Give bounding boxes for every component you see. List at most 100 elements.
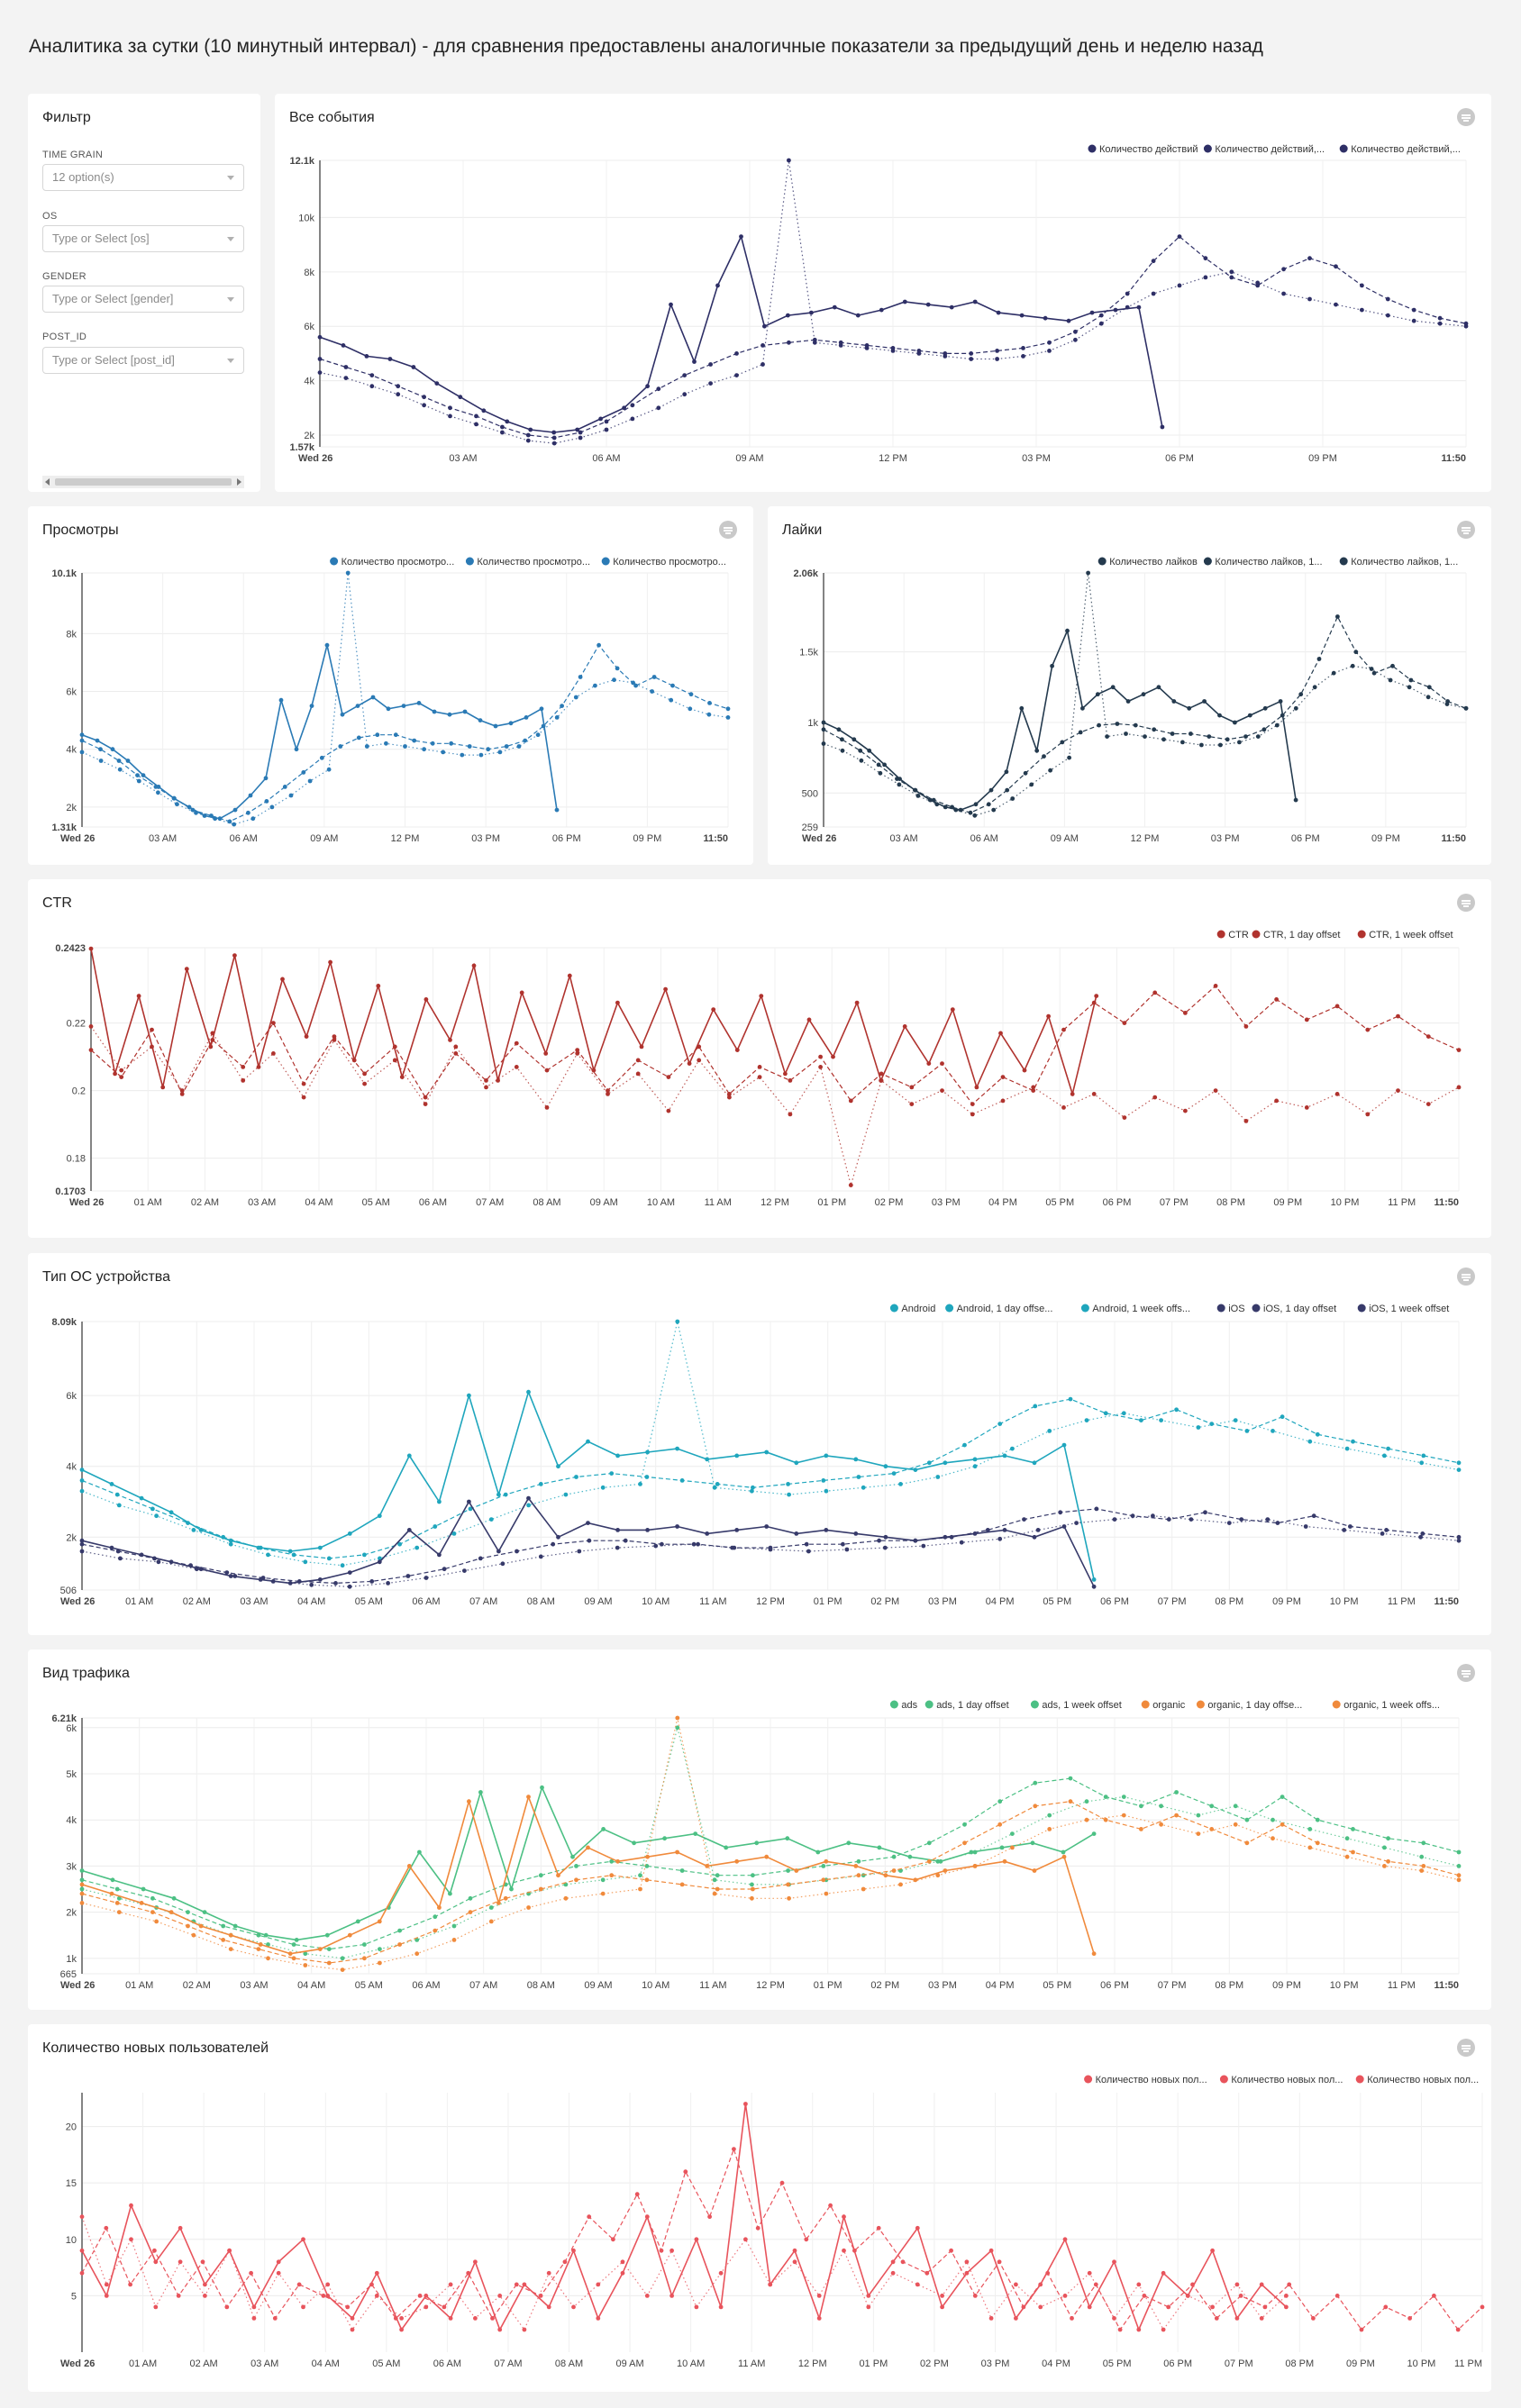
events-data-point — [916, 351, 922, 356]
views-data-point — [539, 706, 544, 712]
events-data-point — [1160, 424, 1165, 430]
ctr-x-tick-label: 12 PM — [760, 1197, 789, 1208]
new_users-data-point — [417, 2294, 423, 2298]
os-legend-marker — [889, 1304, 898, 1313]
os-select[interactable]: Type or Select [os] — [42, 225, 244, 252]
os-data-point — [109, 1482, 114, 1486]
traffic-data-point — [609, 1873, 615, 1878]
new_users-data-point — [399, 2327, 404, 2332]
likes-y-tick-label: 1k — [807, 718, 818, 729]
events-data-point — [1047, 349, 1052, 353]
ctr-data-point — [271, 1051, 276, 1056]
ctr-data-point — [160, 1085, 166, 1090]
views-data-point — [597, 642, 601, 648]
likes-y-tick-label: 259 — [802, 822, 818, 833]
traffic-x-tick-label: 01 PM — [814, 1980, 842, 1991]
os-data-point — [891, 1471, 897, 1476]
ctr-data-point — [697, 1044, 702, 1050]
traffic-data-point — [1386, 1858, 1390, 1864]
scroll-right-icon[interactable] — [237, 478, 241, 486]
traffic-data-point — [186, 1910, 190, 1914]
likes-data-point — [1048, 768, 1052, 773]
traffic-series-1 — [79, 1776, 1462, 1951]
scroll-left-icon[interactable] — [45, 478, 50, 486]
traffic-y-tick-label: 3k — [66, 1861, 77, 1872]
new_users-data-point — [473, 2259, 478, 2265]
views-data-point — [593, 683, 597, 688]
events-data-point — [715, 283, 720, 288]
likes-data-point — [1141, 692, 1146, 697]
ctr-y-tick-label: 0.2 — [72, 1086, 86, 1097]
views-data-point — [375, 732, 380, 738]
traffic-data-point — [488, 1905, 494, 1910]
ctr-menu-icon[interactable] — [1457, 894, 1475, 912]
ctr-data-point — [606, 1092, 610, 1096]
traffic-data-point — [675, 1715, 680, 1721]
traffic-data-point — [1121, 1795, 1126, 1799]
traffic-data-point — [1010, 1831, 1015, 1836]
os-data-point — [118, 1556, 123, 1561]
traffic-data-point — [644, 1877, 650, 1883]
os-data-point — [1035, 1528, 1041, 1532]
ctr-y-tick-label: 0.18 — [67, 1154, 86, 1165]
likes-menu-icon[interactable] — [1457, 521, 1475, 539]
ctr-data-point — [88, 946, 94, 951]
traffic-data-point — [997, 1799, 1003, 1804]
ctr-data-point — [879, 1071, 884, 1077]
ctr-legend-marker — [1357, 930, 1366, 939]
os-x-tick-label: 10 PM — [1330, 1596, 1359, 1607]
ctr-data-point — [328, 959, 332, 965]
filter-horizontal-scrollbar[interactable] — [42, 476, 244, 488]
gender-select[interactable]: Type or Select [gender] — [42, 286, 244, 313]
likes-x-tick-label: Wed 26 — [802, 833, 836, 844]
new_users-x-tick-label: 07 PM — [1225, 2358, 1253, 2369]
traffic-data-point — [79, 1901, 85, 1905]
views-data-point — [246, 810, 250, 815]
likes-data-point — [1293, 797, 1298, 803]
new-users-menu-icon[interactable] — [1457, 2039, 1475, 2057]
traffic-data-point — [751, 1873, 755, 1878]
events-data-point — [1073, 337, 1078, 342]
os-y-tick-label: 8.09k — [51, 1317, 77, 1328]
new_users-data-point — [276, 2259, 281, 2265]
scroll-thumb[interactable] — [55, 478, 232, 486]
events-menu-icon[interactable] — [1457, 108, 1475, 126]
ctr-data-point — [926, 1061, 932, 1066]
new_users-data-point — [596, 2316, 601, 2321]
ctr-data-point — [544, 1105, 550, 1110]
new_users-data-point — [546, 2270, 551, 2276]
traffic-data-point — [79, 1868, 85, 1873]
os-data-point — [1203, 1510, 1207, 1515]
views-menu-icon[interactable] — [719, 521, 737, 539]
events-data-point — [1177, 283, 1182, 288]
events-data-point — [1385, 296, 1390, 302]
ctr-data-point — [1031, 1085, 1036, 1090]
os-data-point — [675, 1446, 679, 1451]
views-data-point — [651, 675, 657, 679]
new_users-data-point — [949, 2248, 953, 2253]
traffic-data-point — [1084, 1817, 1089, 1822]
new-users-chart: 20 15 10 5 Wed 26 01 AM 02 AM 03 AM 04 AM 05 AM 06… — [60, 2075, 1485, 2369]
traffic-menu-icon[interactable] — [1457, 1664, 1475, 1682]
ctr-data-point — [1274, 1098, 1279, 1104]
new_users-data-point — [779, 2180, 785, 2185]
time-grain-select[interactable]: 12 option(s) — [42, 164, 244, 191]
traffic-data-point — [1091, 1831, 1097, 1836]
new_users-data-point — [1062, 2237, 1068, 2242]
new_users-data-point — [301, 2304, 305, 2310]
traffic-data-point — [1280, 1822, 1285, 1827]
likes-data-point — [1369, 667, 1374, 671]
traffic-x-tick-label: 10 PM — [1330, 1980, 1359, 1991]
post-id-select[interactable]: Type or Select [post_id] — [42, 347, 244, 374]
new_users-data-point — [128, 2282, 132, 2287]
traffic-card: Вид трафика 6.21k 6k 5k 4k 3k 2k 1k 665 Wed 26 01… — [28, 1649, 1491, 2010]
views-data-point — [670, 683, 675, 688]
events-data-point — [448, 405, 452, 411]
os-x-tick-label: 01 PM — [814, 1596, 842, 1607]
traffic-data-point — [786, 1882, 790, 1887]
os-data-point — [468, 1506, 473, 1512]
traffic-data-point — [256, 1932, 261, 1938]
os-menu-icon[interactable] — [1457, 1268, 1475, 1286]
os-data-point — [997, 1536, 1003, 1541]
os-data-point — [841, 1541, 845, 1547]
